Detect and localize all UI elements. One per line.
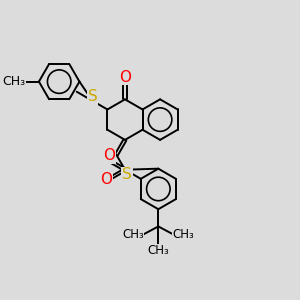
Text: O: O	[119, 70, 131, 85]
Text: S: S	[88, 89, 98, 104]
Text: O: O	[100, 172, 112, 187]
Text: CH₃: CH₃	[173, 228, 194, 241]
Text: CH₃: CH₃	[148, 244, 169, 257]
Text: S: S	[122, 167, 132, 182]
Text: O: O	[103, 148, 115, 163]
Text: CH₃: CH₃	[2, 75, 25, 88]
Text: CH₃: CH₃	[122, 228, 144, 241]
Text: N: N	[103, 148, 115, 163]
